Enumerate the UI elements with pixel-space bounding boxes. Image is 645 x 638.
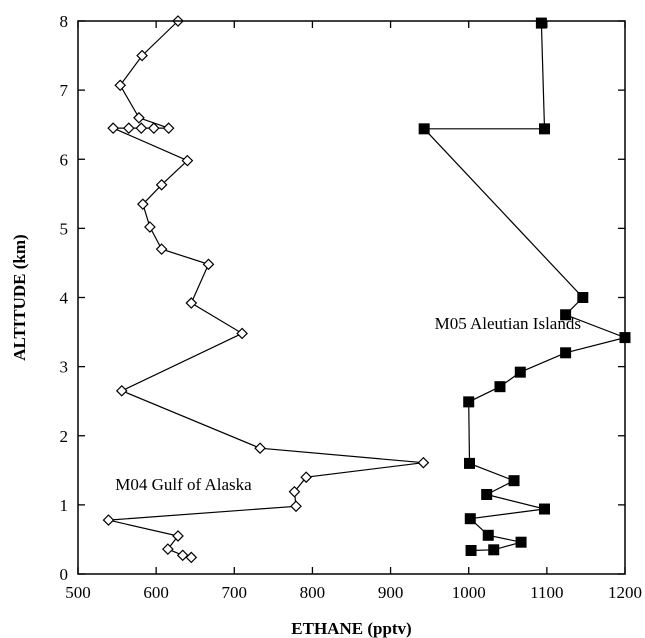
data-point-square (539, 123, 551, 135)
x-tick-label: 600 (143, 583, 169, 602)
series-label-gulf-of-alaska: M04 Gulf of Alaska (115, 475, 252, 494)
data-point-diamond (176, 549, 189, 562)
data-point-square (488, 544, 500, 556)
data-point-diamond (137, 198, 149, 211)
y-tick-label: 5 (60, 219, 69, 238)
series-line-aleutian (422, 23, 627, 552)
data-point-diamond (133, 111, 145, 124)
data-point-diamond (300, 471, 313, 484)
data-point-diamond (185, 551, 198, 564)
y-tick-label: 3 (60, 358, 69, 377)
data-point-diamond (185, 297, 198, 309)
data-point-square (482, 529, 494, 541)
series-markers (102, 15, 631, 564)
y-tick-label: 0 (60, 565, 69, 584)
data-point-square (508, 475, 520, 487)
data-point-square (463, 457, 475, 469)
x-tick-label: 800 (300, 583, 326, 602)
data-point-diamond (155, 178, 168, 191)
y-tick-label: 1 (60, 496, 69, 515)
y-tick-label: 2 (60, 427, 69, 446)
axis-tick-labels: 500 600 700 800 900 1000 1100 1200 0 1 2 3 4 5 6 7 8 (60, 12, 643, 602)
x-tick-label: 500 (65, 583, 91, 602)
y-tick-label: 7 (60, 81, 69, 100)
data-point-square (418, 123, 430, 135)
x-axis-title: ETHANE (pptv) (291, 619, 411, 638)
data-point-diamond (115, 384, 128, 397)
data-point-diamond (202, 258, 215, 271)
data-point-diamond (288, 485, 301, 498)
data-point-diamond (107, 122, 120, 134)
y-tick-label: 8 (60, 12, 69, 31)
data-point-diamond (147, 122, 160, 134)
data-point-diamond (181, 154, 194, 167)
data-point-square (514, 366, 526, 378)
data-point-diamond (122, 122, 135, 134)
data-point-diamond (114, 79, 127, 92)
y-tick-label: 6 (60, 150, 69, 169)
data-point-diamond (254, 442, 266, 455)
y-axis-title: ALTITUDE (km) (10, 234, 29, 360)
data-point-square (577, 292, 589, 303)
data-point-diamond (162, 543, 174, 555)
data-point-square (515, 536, 527, 548)
data-point-diamond (144, 221, 156, 233)
data-point-diamond (417, 456, 430, 469)
data-point-square (464, 513, 476, 525)
data-point-square (535, 17, 547, 29)
data-point-square (465, 544, 477, 556)
data-point-diamond (102, 514, 115, 526)
data-point-diamond (155, 243, 168, 255)
data-point-diamond (135, 122, 148, 134)
data-point-square (560, 347, 572, 359)
data-point-square (463, 396, 475, 408)
y-tick-label: 4 (60, 289, 69, 308)
data-point-diamond (236, 327, 248, 340)
data-point-diamond (162, 122, 175, 134)
data-point-square (560, 309, 572, 321)
x-tick-label: 1000 (452, 583, 486, 602)
data-point-square (494, 381, 506, 393)
series-label-aleutian: M05 Aleutian Islands (435, 314, 581, 333)
x-tick-label: 1100 (530, 583, 563, 602)
x-tick-label: 900 (378, 583, 404, 602)
x-tick-label: 1200 (608, 583, 642, 602)
data-point-square (481, 489, 493, 501)
data-point-diamond (290, 500, 302, 513)
data-point-diamond (136, 49, 148, 62)
data-point-diamond (172, 530, 184, 542)
series-line-gulf-of-alaska (108, 20, 424, 558)
axis-ticks (77, 20, 626, 575)
x-tick-label: 700 (222, 583, 248, 602)
data-point-square (539, 503, 551, 515)
